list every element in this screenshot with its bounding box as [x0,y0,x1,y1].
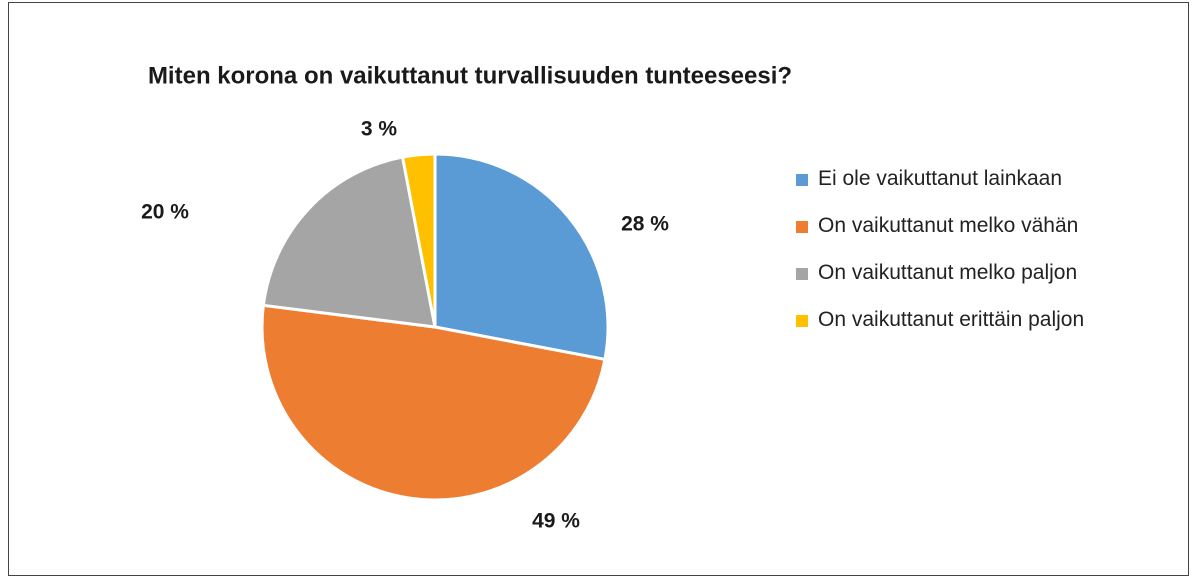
legend-swatch [796,221,808,233]
pie-slice [433,152,610,362]
data-label: 20 % [141,201,189,224]
pie-slice [260,303,607,502]
legend-label: On vaikuttanut erittäin paljon [818,308,1085,331]
data-label: 49 % [532,510,580,533]
chart-frame [8,2,1189,576]
legend-label: On vaikuttanut melko paljon [818,261,1078,284]
pie-slice [400,152,437,328]
pie-slice [261,155,437,329]
legend-entry: Ei ole vaikuttanut lainkaan [796,160,1086,197]
legend-swatch [796,268,808,280]
legend-label: On vaikuttanut melko vähän [818,214,1079,237]
legend-entry: On vaikuttanut melko paljon [796,254,1086,291]
data-label: 28 % [621,213,669,236]
legend-label: Ei ole vaikuttanut lainkaan [818,167,1062,190]
legend-entry: On vaikuttanut erittäin paljon [796,301,1086,338]
legend-entry: On vaikuttanut melko vähän [796,207,1086,244]
legend: Ei ole vaikuttanut lainkaan On vaikuttanu… [796,160,1086,348]
chart-title: Miten korona on vaikuttanut turvallisuud… [148,62,792,89]
legend-swatch [796,315,808,327]
data-label: 3 % [361,118,398,141]
legend-swatch [796,174,808,186]
